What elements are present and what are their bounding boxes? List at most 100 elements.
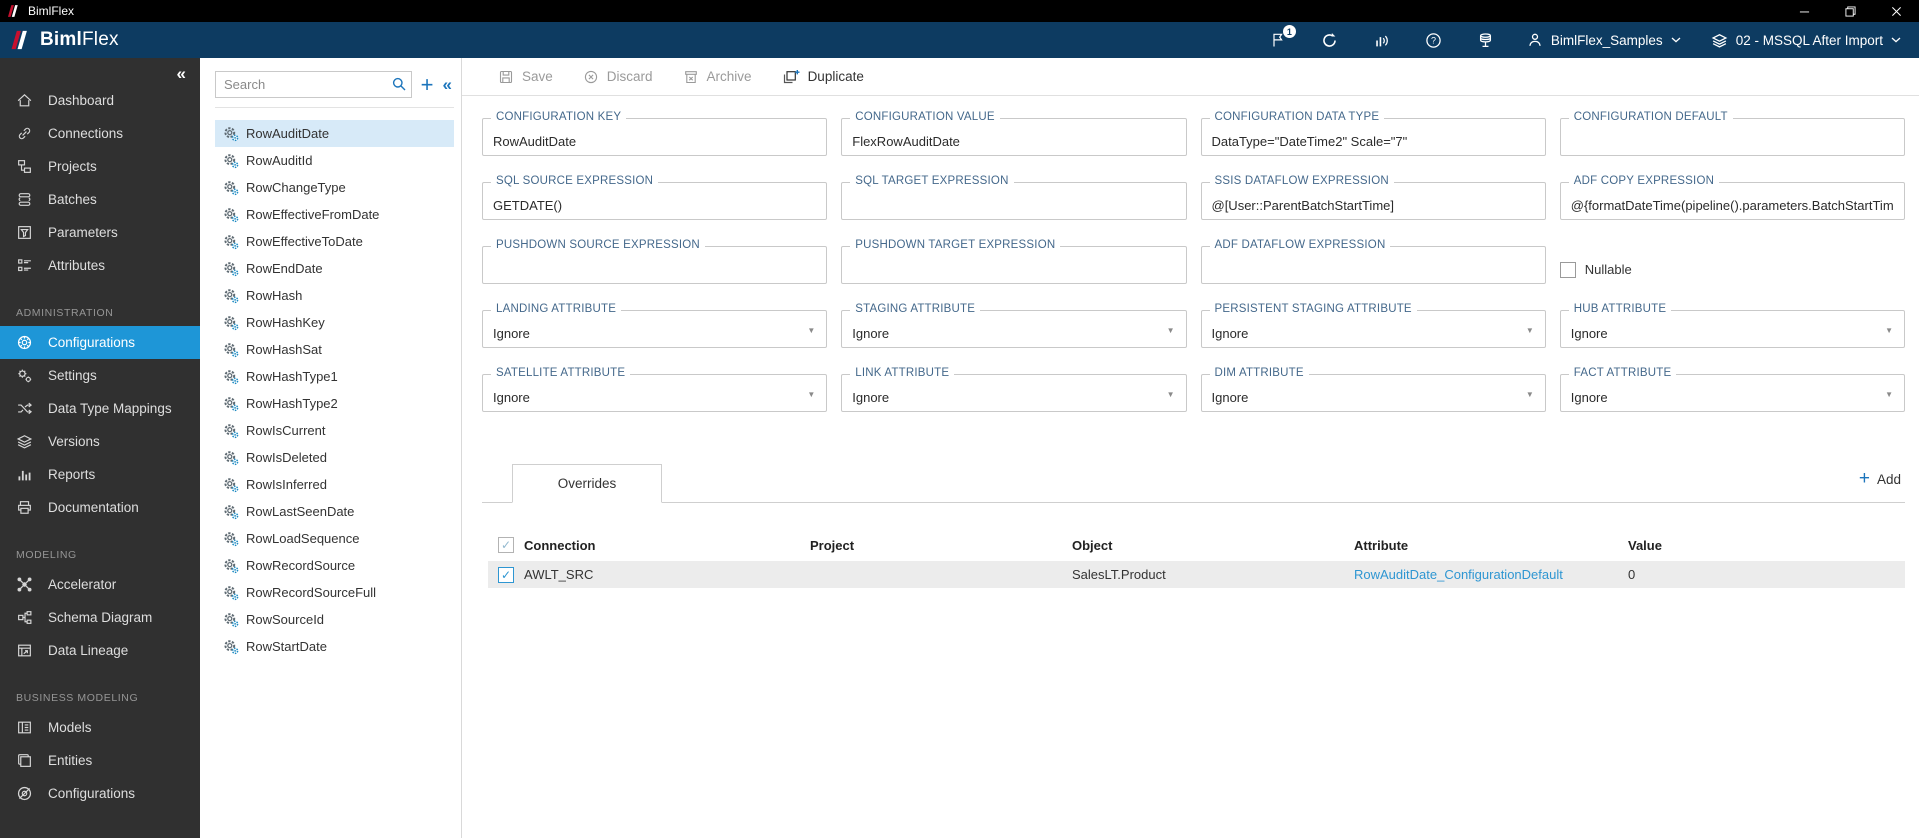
list-item[interactable]: RowHashType2 xyxy=(215,390,454,417)
sidebar-item-entities[interactable]: Entities xyxy=(0,744,200,777)
staging-attribute-select[interactable]: STAGING ATTRIBUTE Ignore ▼ xyxy=(841,303,1187,348)
brand-logo[interactable]: BimlFlex xyxy=(10,29,119,51)
list-item[interactable]: RowIsDeleted xyxy=(215,444,454,471)
list-item[interactable]: RowEffectiveToDate xyxy=(215,228,454,255)
minimize-icon xyxy=(1799,6,1810,17)
list-item[interactable]: RowAuditDate xyxy=(215,120,454,147)
link-attribute-select[interactable]: LINK ATTRIBUTE Ignore ▼ xyxy=(841,367,1187,412)
refresh-button[interactable] xyxy=(1319,29,1341,51)
sidebar-item-batches[interactable]: Batches xyxy=(0,183,200,216)
persistent-staging-attribute-select[interactable]: PERSISTENT STAGING ATTRIBUTE Ignore ▼ xyxy=(1200,303,1546,348)
help-button[interactable]: ? xyxy=(1423,29,1445,51)
tab-overrides[interactable]: Overrides xyxy=(512,464,662,503)
configuration-value-input[interactable] xyxy=(842,119,1186,155)
dim-attribute-select[interactable]: DIM ATTRIBUTE Ignore ▼ xyxy=(1200,367,1546,412)
list-item-label: RowLastSeenDate xyxy=(246,504,355,519)
restore-button[interactable] xyxy=(1827,0,1873,22)
list-item-label: RowIsCurrent xyxy=(246,423,326,438)
list-item-label: RowRecordSource xyxy=(246,558,356,573)
hub-attribute-select[interactable]: HUB ATTRIBUTE Ignore ▼ xyxy=(1559,303,1905,348)
sidebar-item-data-lineage[interactable]: Data Lineage xyxy=(0,634,200,667)
list-item[interactable]: RowChangeType xyxy=(215,174,454,201)
list-item[interactable]: RowHashKey xyxy=(215,309,454,336)
pushdown-source-expression-input[interactable] xyxy=(483,247,827,283)
cell-attribute[interactable]: RowAuditDate_ConfigurationDefault xyxy=(1354,567,1563,582)
adf-copy-expression-field: ADF COPY EXPRESSION xyxy=(1559,175,1905,220)
sidebar-item-data-type-mappings[interactable]: Data Type Mappings xyxy=(0,392,200,425)
list-item[interactable]: RowHashType1 xyxy=(215,363,454,390)
sidebar-item-versions[interactable]: Versions xyxy=(0,425,200,458)
sidebar-item-dashboard[interactable]: Dashboard xyxy=(0,84,200,117)
sidebar-item-connections[interactable]: Connections xyxy=(0,117,200,150)
form-row: CONFIGURATION KEY CONFIGURATION VALUE CONF… xyxy=(482,111,1905,156)
app-header: BimlFlex 1 ? BimlFlex_Samples 02 - MSSQL… xyxy=(0,22,1919,58)
table-row[interactable]: ✓ AWLT_SRC SalesLT.Product RowAuditDate_Con… xyxy=(488,561,1905,588)
sidebar-item-reports[interactable]: Reports xyxy=(0,458,200,491)
sidebar-item-parameters[interactable]: Parameters xyxy=(0,216,200,249)
fact-attribute-select[interactable]: FACT ATTRIBUTE Ignore ▼ xyxy=(1559,367,1905,412)
sql-source-expression-input[interactable] xyxy=(483,183,827,219)
discard-button[interactable]: Discard xyxy=(583,69,653,85)
sidebar-item-configurations[interactable]: Configurations xyxy=(0,326,200,359)
minimize-button[interactable] xyxy=(1781,0,1827,22)
search-input[interactable] xyxy=(215,71,412,98)
ssis-dataflow-expression-input[interactable] xyxy=(1201,183,1545,219)
landing-attribute-select[interactable]: LANDING ATTRIBUTE Ignore ▼ xyxy=(482,303,828,348)
database-button[interactable] xyxy=(1475,29,1497,51)
user-menu[interactable]: BimlFlex_Samples xyxy=(1527,32,1681,48)
list-item[interactable]: RowAuditId xyxy=(215,147,454,174)
configuration-default-input[interactable] xyxy=(1560,119,1904,155)
layers-icon xyxy=(1711,32,1728,49)
configuration-key-input[interactable] xyxy=(483,119,827,155)
sidebar-item-attributes[interactable]: Attributes xyxy=(0,249,200,282)
chevron-down-icon xyxy=(1891,37,1901,43)
list-item[interactable]: RowIsCurrent xyxy=(215,417,454,444)
list-item[interactable]: RowStartDate xyxy=(215,633,454,660)
pushdown-target-expression-input[interactable] xyxy=(842,247,1186,283)
sql-target-expression-input[interactable] xyxy=(842,183,1186,219)
dropdown-caret-icon: ▼ xyxy=(1885,390,1893,399)
environment-menu[interactable]: 02 - MSSQL After Import xyxy=(1711,32,1901,49)
sidebar-item-label: Data Lineage xyxy=(48,643,129,658)
list-item[interactable]: RowHash xyxy=(215,282,454,309)
sidebar-collapse-button[interactable]: « xyxy=(0,58,200,84)
archive-button[interactable]: Archive xyxy=(683,69,752,85)
list-item[interactable]: RowLastSeenDate xyxy=(215,498,454,525)
close-icon xyxy=(1891,6,1902,17)
list-item[interactable]: RowHashSat xyxy=(215,336,454,363)
select-all-checkbox[interactable]: ✓ xyxy=(498,537,514,553)
add-override-button[interactable]: + Add xyxy=(1859,469,1901,488)
sidebar-item-schema-diagram[interactable]: Schema Diagram xyxy=(0,601,200,634)
list-item[interactable]: RowLoadSequence xyxy=(215,525,454,552)
list-item[interactable]: RowRecordSourceFull xyxy=(215,579,454,606)
archive-label: Archive xyxy=(706,69,752,84)
list-item[interactable]: RowRecordSource xyxy=(215,552,454,579)
list-item[interactable]: RowIsInferred xyxy=(215,471,454,498)
save-button[interactable]: Save xyxy=(498,69,553,85)
sidebar-item-projects[interactable]: Projects xyxy=(0,150,200,183)
sidebar-item-models[interactable]: Models xyxy=(0,711,200,744)
list-item[interactable]: RowSourceId xyxy=(215,606,454,633)
gear-icon xyxy=(223,207,239,223)
list-item[interactable]: RowEndDate xyxy=(215,255,454,282)
adf-dataflow-expression-field: ADF DATAFLOW EXPRESSION xyxy=(1200,239,1546,284)
notifications-button[interactable]: 1 xyxy=(1267,25,1296,51)
sidebar-item-settings[interactable]: Settings xyxy=(0,359,200,392)
sidebar-item-documentation[interactable]: Documentation xyxy=(0,491,200,524)
catalog-button[interactable] xyxy=(1371,29,1393,51)
configuration-data-type-input[interactable] xyxy=(1201,119,1545,155)
row-checkbox[interactable]: ✓ xyxy=(498,566,514,583)
nullable-checkbox[interactable] xyxy=(1559,261,1576,278)
sidebar-item-accelerator[interactable]: Accelerator xyxy=(0,568,200,601)
list-collapse-button[interactable]: « xyxy=(442,74,452,94)
sidebar-item-configurations[interactable]: Configurations xyxy=(0,777,200,810)
adf-dataflow-expression-input[interactable] xyxy=(1201,247,1545,283)
adf-copy-expression-input[interactable] xyxy=(1560,183,1904,219)
satellite-attribute-select[interactable]: SATELLITE ATTRIBUTE Ignore ▼ xyxy=(482,367,828,412)
flag-icon xyxy=(1270,32,1286,48)
close-button[interactable] xyxy=(1873,0,1919,22)
list-item[interactable]: RowEffectiveFromDate xyxy=(215,201,454,228)
add-item-button[interactable]: + xyxy=(420,71,434,97)
toolbar: Save Discard Archive Duplicate xyxy=(462,58,1919,96)
duplicate-button[interactable]: Duplicate xyxy=(782,69,864,85)
